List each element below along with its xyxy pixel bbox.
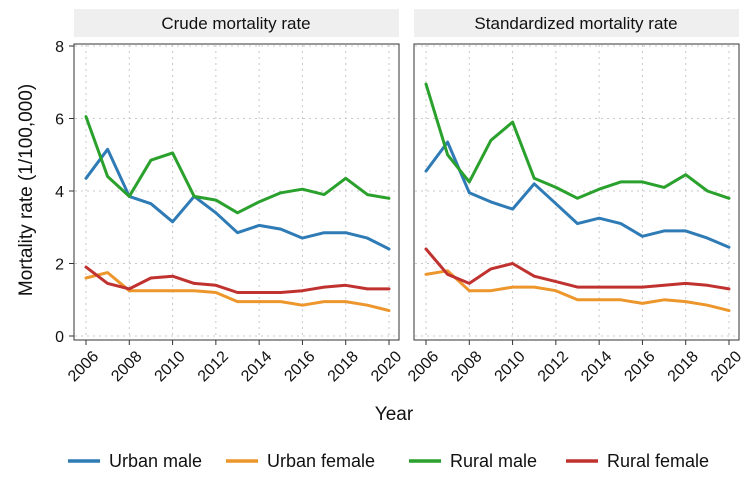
legend: Urban male Urban female Rural male Rural… [68,451,709,471]
y-tick-label: 2 [55,257,64,274]
panel-standardized: Standardized mortality rate 2006 2008 2010… [405,9,744,385]
legend-item-rural-female: Rural female [566,451,709,471]
x-tick-label: 2016 [621,348,658,385]
x-tick-label: 2008 [448,348,485,385]
legend-item-urban-female: Urban female [226,451,375,471]
panel-standardized-lines [424,82,731,313]
y-tick-label: 8 [55,39,64,56]
series-line-rural-male [84,115,391,215]
panel-standardized-strip [414,9,739,37]
legend-label-urban-male: Urban male [109,451,202,471]
series-line-rural-female [84,265,391,294]
y-tick-label: 4 [55,184,64,201]
panel-crude-grid [75,45,398,339]
x-tick-label: 2020 [368,348,405,385]
panel-standardized-ticks: 2006 2008 2010 2012 2014 2016 2018 2020 [405,340,744,385]
series-line-urban-male [84,147,391,251]
panel-crude-frame [73,43,400,341]
y-tick-label: 0 [55,329,64,346]
x-tick-label: 2020 [708,348,744,385]
series-line-urban-male [424,140,731,249]
series-line-urban-female [424,269,731,313]
panel-standardized-grid [415,45,738,339]
x-tick-label: 2006 [65,348,102,385]
x-tick-label: 2016 [281,348,318,385]
x-tick-label: 2018 [325,348,362,385]
panel-standardized-title: Standardized mortality rate [474,14,677,33]
legend-item-urban-male: Urban male [68,451,202,471]
legend-label-rural-female: Rural female [607,451,709,471]
legend-label-rural-male: Rural male [450,451,537,471]
x-axis-title: Year [375,404,414,425]
series-line-rural-female [424,247,731,291]
panel-crude-title: Crude mortality rate [161,14,310,33]
series-line-urban-female [84,271,391,313]
y-axis: 0 2 4 6 8 [55,39,74,346]
legend-item-rural-male: Rural male [409,451,537,471]
x-tick-label: 2010 [152,348,189,385]
panel-crude: Crude mortality rate 2006 2008 2010 2012 201… [65,9,405,385]
y-tick-label: 6 [55,112,64,129]
x-tick-label: 2018 [665,348,702,385]
panel-crude-strip [74,9,399,37]
x-tick-label: 2012 [195,348,232,385]
panel-crude-lines [84,115,391,313]
x-tick-label: 2012 [535,348,572,385]
panel-standardized-frame [413,43,740,341]
x-tick-label: 2006 [405,348,442,385]
series-line-rural-male [424,82,731,200]
x-tick-label: 2014 [238,348,275,385]
panel-crude-ticks: 2006 2008 2010 2012 2014 2016 2018 2020 [65,340,405,385]
x-tick-label: 2014 [578,348,615,385]
x-tick-label: 2008 [108,348,145,385]
y-axis-title: Mortality rate (1/100,000) [16,84,37,296]
x-tick-label: 2010 [492,348,529,385]
legend-label-urban-female: Urban female [267,451,375,471]
